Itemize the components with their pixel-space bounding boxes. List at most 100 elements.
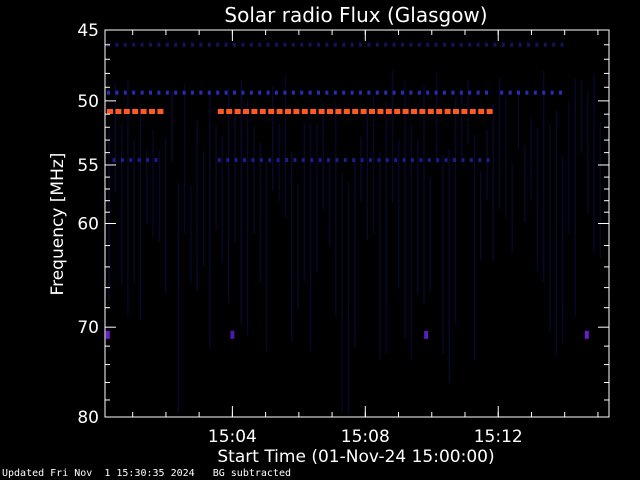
x-tick-label: 15:12: [474, 427, 523, 447]
band-0-dash: [343, 109, 350, 114]
y-tick-label: 60: [77, 215, 99, 235]
band-2-dash: [385, 158, 389, 163]
y-tick-label: 55: [77, 156, 99, 176]
band-2-dash: [343, 158, 347, 163]
band-1-dash: [426, 90, 430, 95]
band-3-dash: [123, 42, 127, 47]
band-1-dash: [233, 90, 236, 95]
band-1-dash: [409, 90, 413, 95]
band-1-dash: [291, 90, 295, 95]
band-3-dash: [325, 42, 329, 47]
band-3-dash: [426, 42, 430, 47]
band-3-dash: [157, 42, 161, 47]
band-0-dash: [394, 109, 401, 114]
band-1-dash: [182, 90, 186, 95]
band-3-dash: [401, 42, 404, 47]
band-0-dash: [115, 109, 122, 114]
band-0-dash: [132, 109, 139, 114]
band-3-dash: [241, 42, 245, 47]
band-3-dash: [249, 42, 253, 47]
band-1-dash: [392, 90, 396, 95]
band-3-dash: [132, 42, 136, 47]
burst-point: [230, 330, 235, 339]
band-1-dash: [350, 90, 354, 95]
background-texture: [108, 70, 602, 413]
band-3-dash: [468, 42, 472, 47]
band-0-dash: [478, 109, 485, 114]
band-1-dash: [107, 90, 110, 95]
band-1-dash: [300, 90, 304, 95]
band-0-dash: [226, 109, 233, 114]
band-3-dash: [115, 42, 119, 47]
band-3-dash: [417, 42, 421, 47]
band-3-dash: [333, 42, 337, 47]
band-3-dash: [543, 42, 547, 47]
band-3-dash: [375, 42, 379, 47]
band-3-dash: [165, 42, 169, 47]
band-3-dash: [493, 42, 497, 47]
band-1-dash: [140, 90, 144, 95]
band-2-dash: [352, 158, 356, 163]
band-0-dash: [461, 109, 468, 114]
band-1-dash: [216, 90, 220, 95]
band-3-dash: [207, 42, 211, 47]
band-3-dash: [443, 42, 446, 47]
band-3-dash: [266, 42, 270, 47]
band-1-dash: [525, 90, 529, 95]
band-1-dash: [508, 90, 512, 95]
band-3-dash: [535, 42, 539, 47]
band-1-dash: [132, 90, 136, 95]
band-3-dash: [174, 42, 178, 47]
band-1-dash: [434, 90, 438, 95]
band-2-dash: [146, 158, 150, 163]
band-2-dash: [444, 158, 448, 163]
band-3-dash: [350, 42, 354, 47]
band-1-dash: [308, 90, 312, 95]
band-0-dash: [276, 109, 283, 114]
band-2-dash: [234, 158, 238, 163]
band-1-dash: [443, 90, 446, 95]
band-2-dash: [129, 158, 133, 163]
band-0-dash: [157, 109, 164, 114]
band-3-dash: [459, 42, 463, 47]
emission-bands: [107, 42, 564, 163]
burst-point: [105, 330, 110, 339]
band-2-dash: [310, 158, 314, 163]
band-0-dash: [327, 109, 333, 114]
band-2-dash: [377, 158, 381, 163]
band-2-dash: [486, 158, 490, 163]
band-2-dash: [259, 158, 263, 163]
band-0-dash: [301, 109, 308, 114]
burst-point: [584, 330, 589, 339]
band-0-dash: [268, 109, 275, 114]
band-3-dash: [359, 42, 362, 47]
band-2-dash: [411, 158, 414, 163]
band-3-dash: [224, 42, 228, 47]
band-1-dash: [157, 90, 161, 95]
band-3-dash: [510, 42, 514, 47]
band-0-dash: [285, 109, 291, 114]
band-1-dash: [249, 90, 253, 95]
band-2-dash: [268, 158, 272, 163]
band-3-dash: [191, 42, 194, 47]
band-0-dash: [310, 109, 317, 114]
band-3-dash: [384, 42, 388, 47]
band-0-dash: [436, 109, 443, 114]
band-3-dash: [291, 42, 295, 47]
band-3-dash: [149, 42, 152, 47]
band-0-dash: [360, 109, 367, 114]
band-0-dash: [377, 109, 384, 114]
band-3-dash: [199, 42, 203, 47]
band-0-dash: [293, 109, 300, 114]
band-1-dash: [266, 90, 270, 95]
band-1-dash: [517, 90, 520, 95]
band-1-dash: [417, 90, 421, 95]
band-0-dash: [352, 109, 359, 114]
footer-status: Updated Fri Nov 1 15:30:35 2024 BG subtr…: [2, 468, 291, 479]
band-3-dash: [451, 42, 455, 47]
band-0-dash: [123, 109, 130, 114]
band-3-dash: [527, 42, 530, 47]
band-1-dash: [342, 90, 346, 95]
band-3-dash: [501, 42, 505, 47]
band-1-dash: [115, 90, 119, 95]
